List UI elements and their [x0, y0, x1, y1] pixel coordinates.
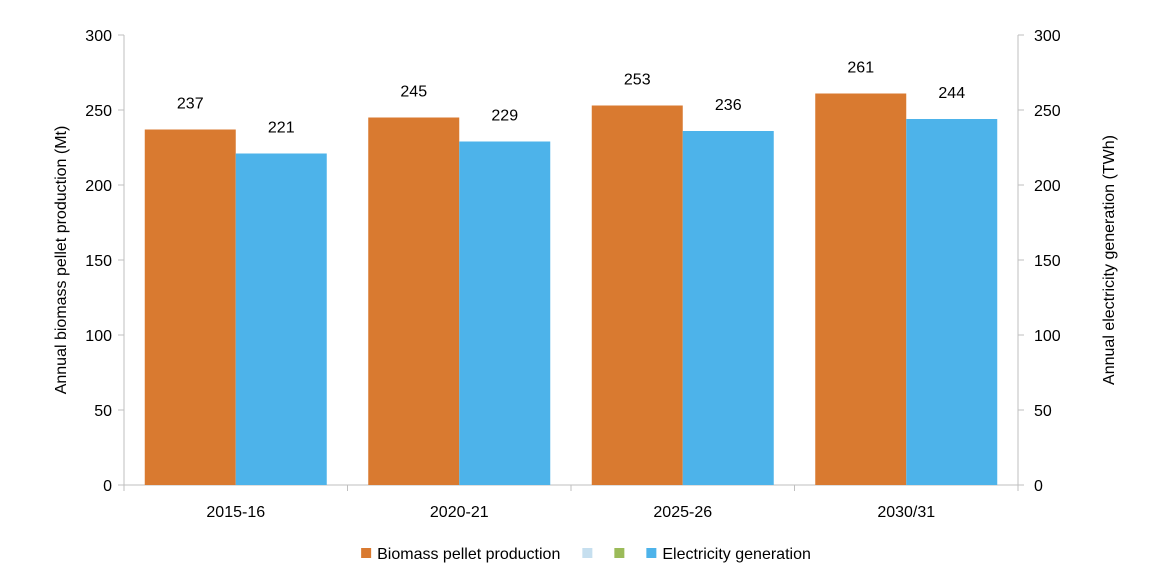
bar-biomass-pellet-production	[368, 117, 460, 485]
bar-electricity-generation	[459, 141, 551, 485]
bar-biomass-pellet-production	[815, 93, 907, 485]
legend-label-biomass-pellet-production: Biomass pellet production	[377, 546, 560, 563]
left-tick-label: 100	[85, 328, 112, 345]
left-tick-label: 200	[85, 178, 112, 195]
right-tick-label: 50	[1034, 403, 1052, 420]
left-axis-title: Annual biomass pellet production (Mt)	[53, 126, 70, 395]
data-label-electricity-generation: 244	[938, 85, 965, 102]
bar-electricity-generation	[682, 131, 774, 485]
data-label-biomass-pellet-production: 253	[624, 72, 651, 89]
bar-electricity-generation	[906, 119, 998, 485]
legend-swatch-electricity-generation	[646, 548, 657, 558]
data-label-electricity-generation: 236	[715, 97, 742, 114]
left-axis-ticks: 0 50 100 150 200 250 300	[85, 28, 124, 495]
right-tick-label: 0	[1034, 478, 1043, 495]
right-axis-ticks: 0 50 100 150 200 250 300	[1018, 28, 1061, 495]
bar-biomass-pellet-production	[591, 105, 683, 485]
x-tick-label: 2020-21	[430, 504, 489, 521]
legend-swatch-biomass-pellet-production	[361, 548, 372, 558]
left-tick-label: 0	[103, 478, 112, 495]
bar-biomass-pellet-production	[144, 129, 236, 485]
data-label-electricity-generation: 229	[491, 108, 518, 125]
left-tick-label: 150	[85, 253, 112, 270]
right-tick-label: 250	[1034, 103, 1061, 120]
right-tick-label: 200	[1034, 178, 1061, 195]
legend-label-electricity-generation: Electricity generation	[662, 546, 811, 563]
x-axis-tick-labels: 2015-16 2020-21 2025-26 2030/31	[123, 485, 1019, 521]
data-labels: 237 221 245 229 253 236 261 244	[177, 60, 965, 137]
left-tick-label: 250	[85, 103, 112, 120]
left-tick-label: 50	[94, 403, 112, 420]
right-axis-title: Annual electricity generation (TWh)	[1101, 135, 1118, 385]
data-label-biomass-pellet-production: 261	[847, 60, 874, 77]
data-label-biomass-pellet-production: 237	[177, 96, 204, 113]
right-tick-label: 100	[1034, 328, 1061, 345]
data-label-biomass-pellet-production: 245	[400, 84, 427, 101]
axis-titles: Annual biomass pellet production (Mt) Ann…	[53, 126, 1118, 395]
legend: Biomass pellet production Electricity gen…	[361, 546, 811, 563]
legend-swatch-blank-1	[582, 548, 593, 558]
bar-electricity-generation	[235, 153, 327, 485]
x-tick-label: 2030/31	[877, 504, 935, 521]
right-tick-label: 150	[1034, 253, 1061, 270]
left-tick-label: 300	[85, 28, 112, 45]
bars	[144, 93, 998, 485]
x-tick-label: 2025-26	[653, 504, 712, 521]
legend-swatch-blank-2	[614, 548, 625, 558]
right-tick-label: 300	[1034, 28, 1061, 45]
x-tick-label: 2015-16	[206, 504, 265, 521]
data-label-electricity-generation: 221	[268, 120, 295, 137]
